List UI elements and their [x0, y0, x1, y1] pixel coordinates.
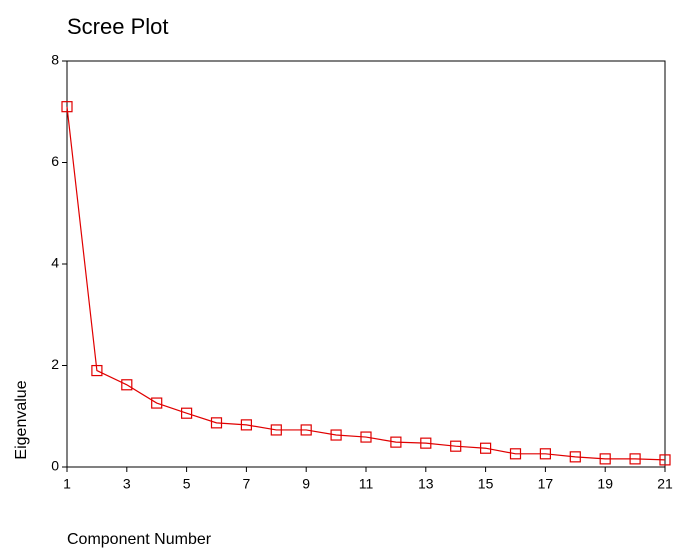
x-tick-label: 13: [418, 476, 434, 492]
x-tick-label: 3: [123, 476, 131, 492]
y-tick-label: 2: [51, 356, 59, 372]
x-tick-label: 1: [63, 476, 71, 492]
y-axis-label: Eigenvalue: [13, 380, 30, 459]
y-tick-label: 8: [51, 52, 59, 68]
x-tick-label: 17: [538, 476, 554, 492]
plot-frame: [67, 61, 665, 467]
y-tick-label: 6: [51, 153, 59, 169]
x-axis-label: Component Number: [67, 531, 212, 548]
x-tick-label: 15: [478, 476, 494, 492]
y-tick-label: 0: [51, 458, 59, 474]
x-tick-label: 11: [359, 476, 374, 492]
chart-title: Scree Plot: [67, 14, 169, 39]
x-tick-label: 5: [183, 476, 191, 492]
x-tick-label: 19: [597, 476, 613, 492]
x-tick-label: 21: [657, 476, 673, 492]
chart: Scree Plot Component Number Eigenvalue 0…: [0, 0, 675, 549]
x-tick-label: 7: [243, 476, 251, 492]
series-line: [67, 107, 665, 460]
y-tick-label: 4: [51, 255, 59, 271]
x-tick-label: 9: [302, 476, 310, 492]
